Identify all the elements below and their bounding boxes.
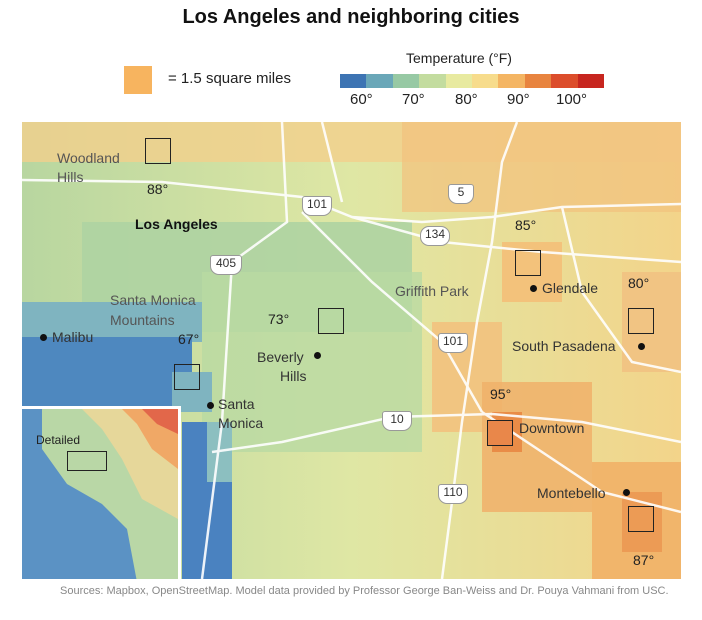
scale-step-6: [498, 74, 525, 88]
temp-montebello: 87°: [633, 552, 655, 568]
heat-map[interactable]: Detailed Woodland Hills Los Angeles Sant…: [22, 122, 681, 579]
temp-south-pasadena: 80°: [628, 275, 650, 291]
label-beverly-hills-1: Beverly: [257, 349, 304, 365]
label-malibu: Malibu: [52, 329, 94, 345]
us-101-shield-south: 101: [438, 333, 468, 353]
area-legend-swatch: [124, 66, 152, 94]
tick-90: 90°: [507, 91, 530, 108]
sample-square-downtown: [487, 420, 513, 446]
glendale-marker: [530, 285, 537, 292]
i-10-shield: 10: [382, 411, 412, 431]
sample-square-montebello: [628, 506, 654, 532]
i-110-shield: 110: [438, 484, 468, 504]
beverly-hills-marker: [314, 352, 321, 359]
heat-map-grid: [22, 122, 681, 579]
i-405-shield: 405: [210, 255, 242, 275]
map-title: Los Angeles and neighboring cities: [182, 6, 520, 28]
scale-step-8: [551, 74, 578, 88]
scale-step-3: [419, 74, 446, 88]
scale-step-7: [524, 74, 552, 88]
scale-step-9: [577, 74, 604, 88]
label-santa-monica-mountains-2: Mountains: [110, 312, 175, 328]
label-beverly-hills-2: Hills: [280, 368, 307, 384]
temperature-color-scale: [340, 74, 604, 88]
scale-step-4: [445, 74, 472, 88]
santa-monica-marker: [207, 402, 214, 409]
locator-inset: Detailed: [22, 406, 181, 579]
montebello-marker: [623, 489, 630, 496]
sample-square-woodland-hills: [145, 138, 171, 164]
temp-santa-monica: 67°: [178, 331, 200, 347]
temp-glendale: 85°: [515, 217, 537, 233]
tick-80: 80°: [455, 91, 478, 108]
inset-extent-box: [67, 451, 107, 471]
label-glendale: Glendale: [542, 280, 599, 296]
sample-square-beverly-hills: [318, 308, 344, 334]
label-downtown: Downtown: [519, 420, 585, 436]
sample-square-santa-monica: [174, 364, 200, 390]
i-5-shield: 5: [448, 184, 474, 204]
sources-note: Sources: Mapbox, OpenStreetMap. Model da…: [60, 585, 669, 597]
label-griffith-park: Griffith Park: [395, 283, 469, 299]
tick-100: 100°: [556, 91, 588, 108]
temp-beverly-hills: 73°: [268, 311, 290, 327]
label-los-angeles: Los Angeles: [135, 216, 218, 232]
tick-70: 70°: [402, 91, 425, 108]
temp-downtown: 95°: [490, 386, 512, 402]
sample-square-south-pasadena: [628, 308, 654, 334]
label-woodland-hills-2: Hills: [57, 169, 84, 185]
temperature-legend-title: Temperature (°F): [406, 50, 512, 66]
malibu-marker: [40, 334, 47, 341]
sample-square-glendale: [515, 250, 541, 276]
sr-134-shield: 134: [420, 226, 450, 246]
us-101-shield: 101: [302, 196, 332, 216]
label-santa-monica-2: Monica: [218, 415, 264, 431]
scale-step-5: [471, 74, 499, 88]
south-pasadena-marker: [638, 343, 645, 350]
label-santa-monica-1: Santa: [218, 396, 255, 412]
label-montebello: Montebello: [537, 485, 606, 501]
inset-label: Detailed: [36, 433, 81, 447]
scale-step-0: [340, 74, 367, 88]
label-south-pasadena: South Pasadena: [512, 338, 616, 354]
scale-step-1: [366, 74, 393, 88]
tick-60: 60°: [350, 91, 373, 108]
label-woodland-hills-1: Woodland: [57, 150, 120, 166]
temp-woodland-hills: 88°: [147, 181, 169, 197]
scale-step-2: [392, 74, 420, 88]
area-legend-label: = 1.5 square miles: [168, 70, 291, 87]
label-santa-monica-mountains-1: Santa Monica: [110, 292, 196, 308]
